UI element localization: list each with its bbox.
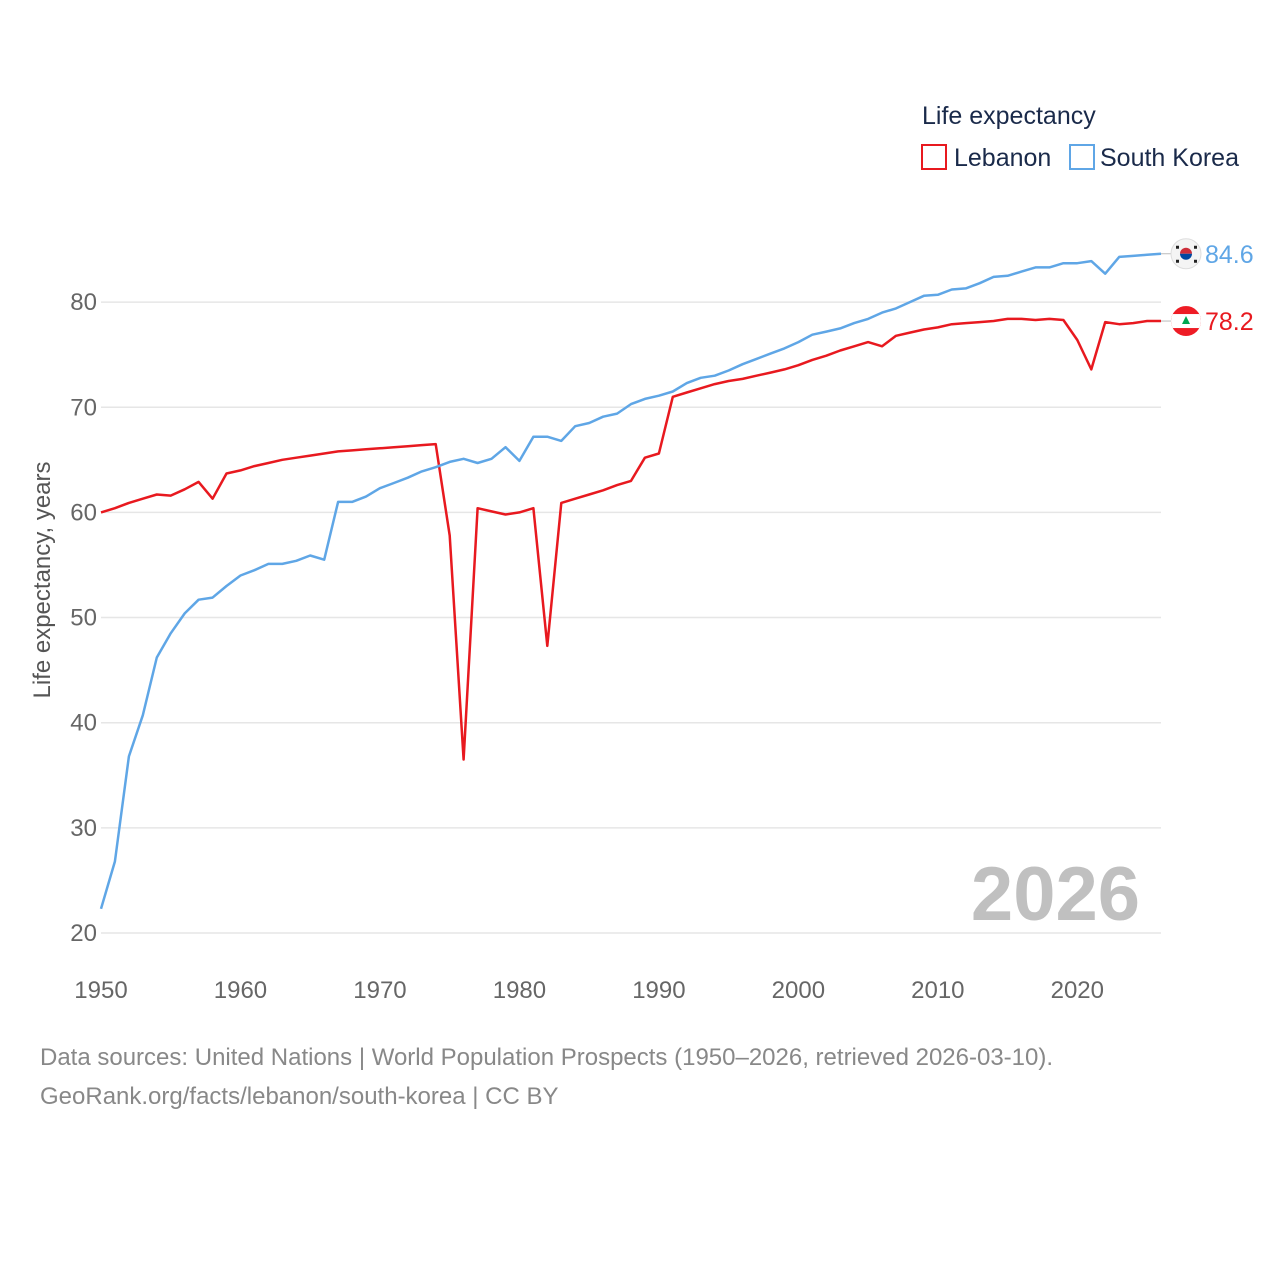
lebanon-flag-icon bbox=[1171, 306, 1201, 337]
series-line-south-korea bbox=[99, 252, 1162, 910]
x-axis-ticks: 1950 1960 1970 1980 1990 2000 2010 2020 bbox=[74, 977, 1104, 1004]
y-tick-label: 60 bbox=[70, 499, 97, 526]
y-tick-label: 40 bbox=[70, 710, 97, 737]
x-tick-label: 1990 bbox=[632, 977, 685, 1004]
y-axis-ticks: 20 30 40 50 60 70 80 bbox=[70, 289, 97, 947]
legend-label-south-korea[interactable]: South Korea bbox=[1100, 144, 1239, 172]
x-tick-label: 1970 bbox=[353, 977, 406, 1004]
life-expectancy-chart: 20 30 40 50 60 70 80 1950 1960 1970 1980 1990 2000 2… bbox=[29, 102, 1254, 1004]
x-tick-label: 2010 bbox=[911, 977, 964, 1004]
year-label: 2026 bbox=[971, 852, 1140, 937]
x-tick-label: 2000 bbox=[772, 977, 825, 1004]
x-tick-label: 1980 bbox=[493, 977, 546, 1004]
south-korea-flag-icon bbox=[1170, 238, 1202, 270]
footer-source: Data sources: United Nations | World Pop… bbox=[40, 1044, 1054, 1071]
legend: Life expectancy Lebanon South Korea bbox=[921, 102, 1239, 172]
footer-link[interactable]: GeoRank.org/facts/lebanon/south-korea | … bbox=[40, 1083, 559, 1110]
end-labels: 78.2 84.6 bbox=[1161, 238, 1254, 337]
end-value-label: 84.6 bbox=[1205, 241, 1254, 269]
grid-lines bbox=[101, 301, 1161, 934]
y-tick-label: 30 bbox=[70, 815, 97, 842]
legend-swatch-lebanon[interactable] bbox=[921, 144, 947, 170]
legend-label-lebanon[interactable]: Lebanon bbox=[954, 144, 1051, 172]
end-value-label: 78.2 bbox=[1205, 308, 1254, 336]
x-tick-label: 1950 bbox=[74, 977, 127, 1004]
legend-title: Life expectancy bbox=[922, 102, 1096, 130]
x-tick-label: 2020 bbox=[1051, 977, 1104, 1004]
y-tick-label: 50 bbox=[70, 605, 97, 632]
y-axis-title: Life expectancy, years bbox=[29, 461, 56, 698]
legend-swatch-south-korea[interactable] bbox=[1069, 144, 1095, 170]
series-line-lebanon bbox=[100, 317, 1161, 761]
y-tick-label: 20 bbox=[70, 920, 97, 947]
y-tick-label: 80 bbox=[70, 289, 97, 316]
y-tick-label: 70 bbox=[70, 394, 97, 421]
x-tick-label: 1960 bbox=[214, 977, 267, 1004]
series-lines bbox=[99, 252, 1162, 910]
